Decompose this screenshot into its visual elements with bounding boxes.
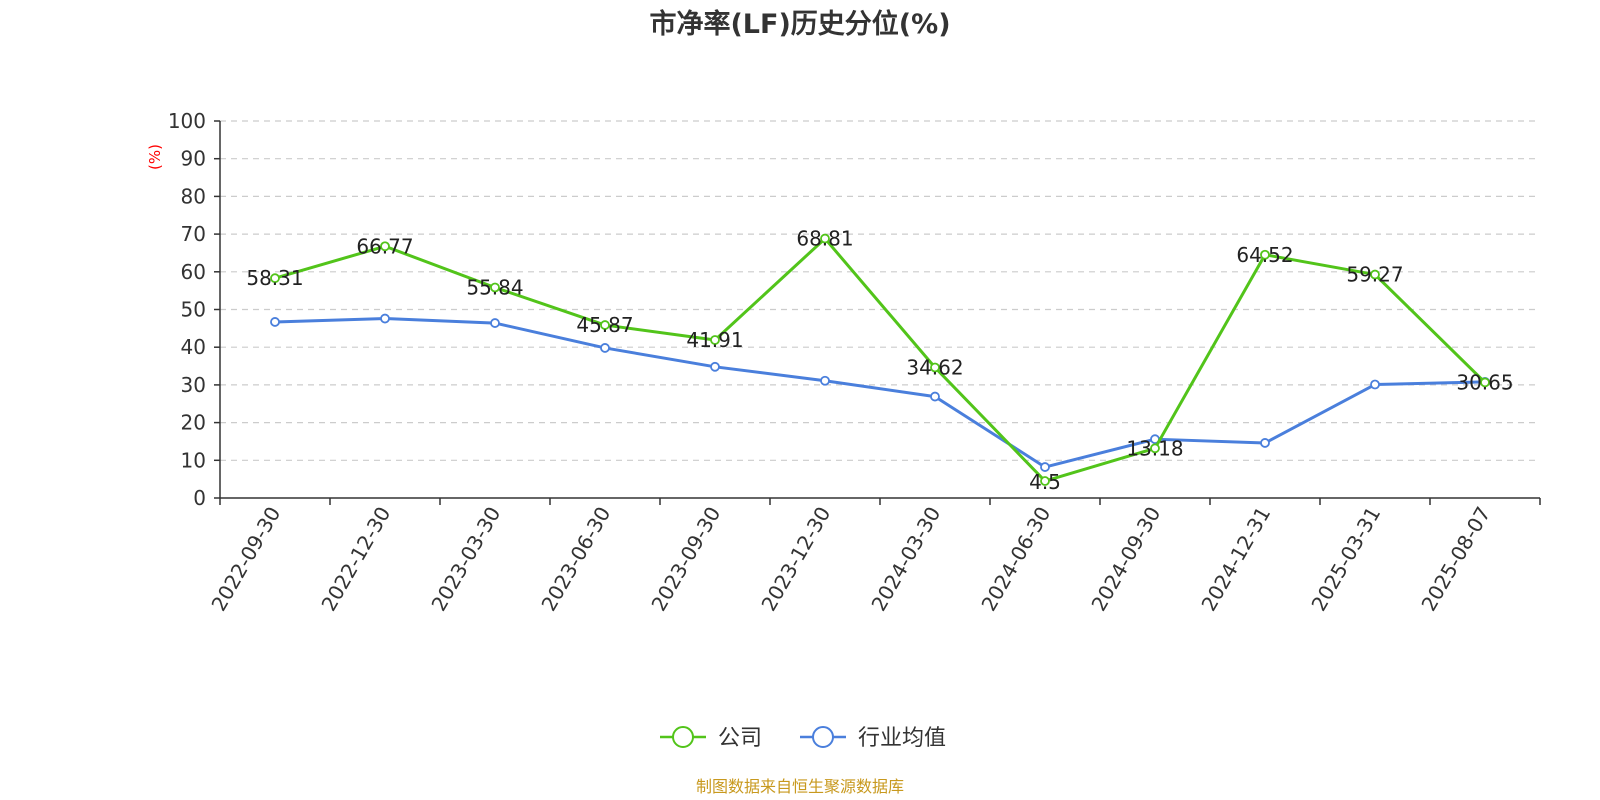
y-tick-label: 70 — [181, 222, 206, 246]
y-axis-label: (%) — [146, 144, 164, 170]
data-label: 66.77 — [356, 234, 413, 258]
x-tick-label: 2024-03-30 — [866, 503, 945, 616]
data-point — [270, 317, 280, 327]
x-tick-label: 2022-09-30 — [206, 503, 285, 616]
data-point — [1260, 249, 1270, 260]
series-layer — [270, 233, 1490, 486]
y-tick-label: 30 — [181, 373, 206, 397]
data-point — [380, 313, 390, 324]
legend: 公司 行业均值 — [660, 726, 946, 751]
y-tick-label: 0 — [193, 486, 206, 510]
data-point — [710, 335, 720, 345]
source-note: 制图数据来自恒生聚源数据库 — [696, 777, 904, 796]
data-point — [1370, 269, 1380, 280]
x-tick-labels: 2022-09-30 2022-12-30 2023-03-30 2023-06-30… — [206, 503, 1495, 616]
data-label: 13.18 — [1126, 436, 1183, 460]
y-tick-label: 100 — [168, 109, 206, 133]
x-tick-label: 2024-12-31 — [1196, 503, 1275, 616]
data-point — [1370, 379, 1380, 390]
data-label: 30.65 — [1456, 370, 1513, 394]
x-tick-label: 2023-09-30 — [646, 503, 725, 616]
y-tick-label: 80 — [181, 184, 206, 208]
data-label: 64.52 — [1236, 243, 1293, 267]
y-tick-label: 60 — [181, 260, 206, 284]
data-point — [710, 361, 720, 372]
data-label: 4.5 — [1029, 470, 1061, 494]
data-point — [1480, 377, 1490, 388]
data-labels: 58.31 66.77 55.84 45.87 41.91 68.81 34.62 4.5 13… — [246, 227, 1513, 494]
data-point — [1150, 443, 1160, 454]
data-point — [380, 241, 390, 252]
y-tick-label: 40 — [181, 335, 206, 359]
data-point — [600, 343, 610, 353]
x-tick-label: 2025-03-31 — [1306, 503, 1385, 616]
data-label: 34.62 — [906, 355, 963, 379]
data-point — [820, 233, 830, 244]
x-tick-label: 2024-06-30 — [976, 503, 1055, 616]
data-point — [490, 318, 500, 328]
data-point — [600, 320, 610, 330]
grid-lines — [220, 120, 1540, 461]
x-tick-label: 2023-06-30 — [536, 503, 615, 616]
x-tick-label: 2025-08-07 — [1416, 503, 1495, 616]
y-tick-label: 10 — [181, 448, 206, 472]
data-label: 68.81 — [796, 227, 853, 251]
x-tick-label: 2023-03-30 — [426, 503, 505, 616]
x-tick-label: 2022-12-30 — [316, 503, 395, 616]
x-tick-label: 2024-09-30 — [1086, 503, 1165, 616]
legend-swatch-marker — [672, 726, 694, 748]
legend-label: 行业均值 — [858, 726, 946, 751]
y-tick-label: 50 — [181, 298, 206, 322]
legend-label: 公司 — [718, 726, 762, 751]
data-label: 41.91 — [686, 328, 743, 352]
data-point — [1260, 438, 1270, 448]
y-tick-label: 90 — [181, 147, 206, 171]
y-tick-labels: 0 10 20 30 40 50 60 70 80 90 100 — [168, 109, 206, 510]
legend-swatch-marker — [812, 726, 834, 748]
axes — [214, 120, 1541, 505]
chart-title: 市净率(LF)历史分位(%) — [649, 8, 950, 40]
data-point — [820, 375, 830, 386]
data-label: 58.31 — [246, 266, 303, 290]
y-tick-label: 20 — [181, 411, 206, 435]
data-point — [930, 362, 940, 373]
series-line — [274, 237, 1487, 483]
x-tick-label: 2023-12-30 — [756, 503, 835, 616]
data-point — [1040, 476, 1050, 486]
data-point — [1040, 462, 1050, 472]
data-label: 59.27 — [1346, 263, 1403, 287]
data-label: 45.87 — [576, 313, 633, 337]
data-point — [270, 273, 280, 284]
data-point — [490, 282, 500, 293]
series-line — [274, 317, 1486, 469]
data-label: 55.84 — [466, 275, 523, 299]
data-point — [930, 391, 940, 402]
